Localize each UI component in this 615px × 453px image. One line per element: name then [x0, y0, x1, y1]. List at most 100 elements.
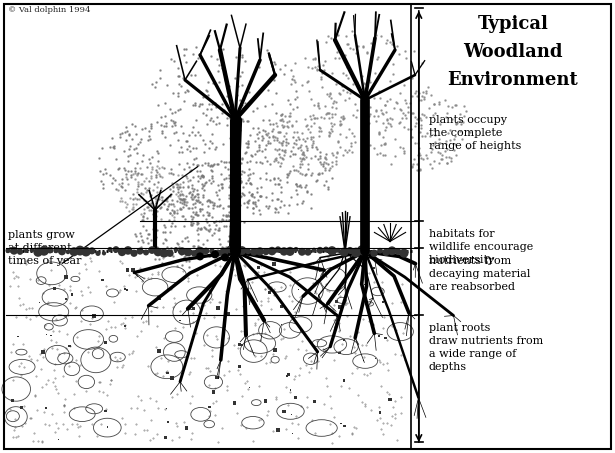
Circle shape — [237, 246, 247, 255]
Bar — [398, 287, 400, 289]
Bar — [20, 406, 23, 409]
Bar — [4, 251, 411, 449]
Circle shape — [196, 252, 204, 260]
Circle shape — [30, 248, 34, 252]
Bar — [298, 289, 299, 290]
Circle shape — [143, 250, 149, 255]
Circle shape — [108, 247, 113, 252]
Circle shape — [209, 248, 215, 254]
Circle shape — [323, 246, 329, 252]
Bar — [101, 279, 104, 281]
Bar — [53, 287, 56, 290]
Bar — [268, 291, 271, 294]
Bar — [291, 414, 292, 415]
Circle shape — [154, 248, 162, 256]
Bar — [165, 371, 169, 375]
Circle shape — [317, 247, 323, 254]
Circle shape — [336, 248, 341, 253]
Circle shape — [39, 246, 49, 256]
Circle shape — [387, 246, 397, 255]
Bar — [272, 262, 276, 266]
Circle shape — [124, 246, 132, 255]
Bar — [335, 299, 338, 303]
Bar — [4, 4, 411, 251]
Bar — [46, 334, 47, 336]
Bar — [17, 336, 18, 337]
Text: Woodland: Woodland — [463, 43, 563, 61]
Bar — [126, 289, 128, 291]
Bar — [338, 352, 341, 354]
Bar — [343, 339, 345, 341]
Bar — [50, 335, 52, 336]
Bar — [281, 324, 282, 325]
Bar — [238, 365, 241, 368]
Circle shape — [347, 247, 354, 254]
Circle shape — [102, 251, 106, 255]
Bar — [45, 407, 47, 409]
Circle shape — [226, 246, 234, 253]
Bar — [166, 408, 167, 409]
Text: plants occupy
the complete
range of heights: plants occupy the complete range of heig… — [429, 115, 521, 151]
Bar — [65, 298, 67, 300]
Circle shape — [220, 248, 229, 256]
Circle shape — [285, 247, 295, 256]
Bar — [280, 305, 284, 308]
Circle shape — [166, 250, 173, 257]
Circle shape — [400, 249, 408, 258]
Circle shape — [215, 250, 221, 257]
Text: habitats for
wildlife encourage
biodiversity: habitats for wildlife encourage biodiver… — [429, 229, 533, 265]
Circle shape — [130, 250, 138, 257]
Bar — [378, 335, 380, 337]
Bar — [208, 406, 210, 408]
Circle shape — [95, 251, 101, 256]
Bar — [164, 436, 167, 439]
Circle shape — [304, 248, 312, 255]
Bar — [65, 275, 68, 279]
Bar — [232, 401, 236, 405]
Bar — [343, 380, 346, 382]
Bar — [379, 411, 381, 414]
Circle shape — [221, 253, 229, 261]
Bar — [184, 426, 188, 429]
Bar — [167, 421, 169, 424]
Text: © Val dolphin 1994: © Val dolphin 1994 — [8, 6, 90, 14]
Circle shape — [395, 248, 402, 255]
Bar — [373, 267, 375, 269]
Bar — [388, 398, 392, 401]
Text: plant roots
draw nutrients from
a wide range of
depths: plant roots draw nutrients from a wide r… — [429, 323, 543, 372]
Circle shape — [293, 247, 298, 252]
Bar — [282, 410, 285, 413]
Circle shape — [17, 249, 23, 255]
Circle shape — [211, 251, 219, 258]
Circle shape — [250, 248, 258, 255]
Circle shape — [195, 247, 205, 256]
Circle shape — [191, 250, 197, 256]
Bar — [223, 324, 226, 327]
Bar — [125, 268, 130, 272]
Circle shape — [173, 247, 178, 252]
Bar — [104, 410, 106, 412]
Bar — [192, 308, 195, 310]
Bar — [58, 439, 59, 440]
Circle shape — [263, 248, 269, 255]
Bar — [124, 289, 125, 290]
Circle shape — [339, 247, 349, 256]
Circle shape — [178, 247, 186, 255]
Bar — [107, 426, 108, 428]
Circle shape — [184, 248, 192, 256]
Circle shape — [233, 249, 239, 254]
Circle shape — [351, 248, 361, 257]
Bar — [290, 389, 292, 391]
Bar — [340, 423, 342, 424]
Circle shape — [377, 248, 383, 254]
Circle shape — [69, 247, 79, 256]
Circle shape — [275, 246, 281, 253]
Circle shape — [245, 248, 251, 254]
Bar — [287, 373, 290, 376]
Bar — [227, 313, 230, 316]
Bar — [287, 375, 288, 376]
Bar — [104, 341, 107, 344]
Bar — [384, 337, 387, 339]
Circle shape — [6, 248, 10, 253]
Bar — [352, 267, 354, 268]
